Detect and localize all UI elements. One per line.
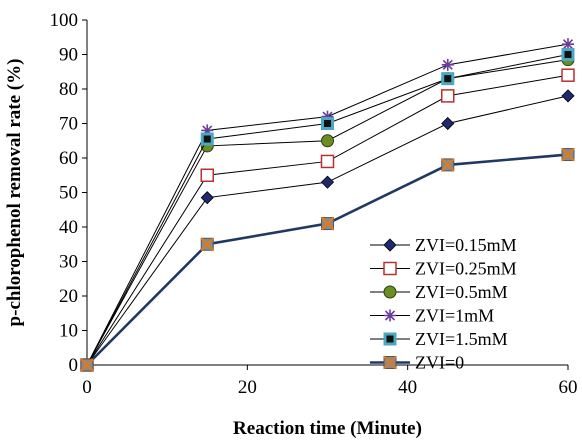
x-tick-label: 60 (559, 377, 578, 398)
series-layer (80, 38, 575, 372)
data-point (561, 68, 575, 82)
data-point (200, 191, 214, 205)
series-line (86, 59, 569, 366)
data-point (561, 89, 575, 103)
legend-label: ZVI=0.25mM (415, 259, 517, 279)
y-tick-label: 20 (59, 286, 78, 307)
y-tick-label: 70 (59, 114, 78, 135)
y-tick-label: 30 (59, 252, 78, 273)
series-line (86, 43, 569, 366)
marker-inner (203, 135, 211, 143)
legend: ZVI=0.15mM ZVI=0.25mM ZVI=0.5mM ZVI=1mM ZVI=… (370, 235, 517, 373)
data-point (200, 237, 215, 252)
marker-cross (440, 158, 455, 172)
data-point (441, 89, 455, 103)
x-tick-label: 0 (82, 377, 92, 398)
legend-item: ZVI=0 (370, 353, 464, 373)
y-tick-label: 40 (59, 217, 78, 238)
data-point (200, 132, 214, 146)
data-point (440, 158, 455, 172)
y-tick-label: 100 (50, 10, 79, 31)
legend-label: ZVI=0.15mM (415, 235, 517, 255)
x-tick-label: 20 (238, 377, 257, 398)
series-5 (80, 48, 575, 372)
marker-inner (324, 120, 331, 127)
marker-cross (200, 237, 215, 252)
legend-label: ZVI=0.5mM (415, 282, 508, 302)
legend-label: ZVI=1mM (415, 306, 494, 326)
data-point (320, 175, 335, 189)
legend-item: ZVI=0.5mM (370, 282, 508, 302)
y-tick-label: 0 (69, 355, 79, 376)
marker-cross (383, 355, 397, 370)
data-point (441, 72, 455, 86)
x-axis-title: Reaction time (Minute) (233, 418, 422, 439)
series-3 (80, 53, 575, 372)
data-point (321, 117, 334, 130)
marker-inner (444, 75, 452, 83)
marker-inner (386, 335, 394, 343)
series-line (86, 54, 569, 366)
y-tick-label: 10 (59, 321, 78, 342)
data-point (441, 116, 455, 131)
y-tick-label: 90 (59, 45, 78, 66)
legend-marker (383, 261, 397, 276)
x-tick-label: 40 (398, 377, 417, 398)
series-4 (81, 38, 574, 371)
marker-cross (561, 147, 575, 162)
data-point (320, 154, 335, 169)
axes (86, 20, 568, 366)
y-tick-label: 50 (59, 183, 78, 204)
y-tick-label: 60 (59, 148, 78, 169)
legend-marker (383, 355, 397, 370)
data-point (561, 147, 575, 162)
legend-label: ZVI=1.5mM (415, 329, 508, 349)
legend-item: ZVI=0.25mM (370, 259, 517, 279)
legend-item: ZVI=0.15mM (370, 235, 517, 255)
series-6 (80, 147, 575, 372)
marker-inner (564, 51, 572, 58)
y-tick-label: 80 (59, 79, 78, 100)
data-point (562, 38, 574, 51)
data-point (441, 58, 454, 71)
legend-marker (384, 309, 396, 322)
legend-item: ZVI=1mM (370, 306, 494, 326)
y-axis-ticks: 0 10 20 30 40 50 60 70 80 90 100 (50, 10, 87, 376)
data-point (80, 358, 94, 372)
x-axis-ticks: 0 20 40 60 (82, 365, 578, 398)
data-point (561, 48, 575, 61)
legend-item: ZVI=1.5mM (370, 329, 508, 349)
data-point (320, 216, 335, 231)
legend-marker (383, 285, 397, 299)
legend-marker (383, 238, 397, 252)
marker-cross (80, 358, 94, 372)
data-point (200, 168, 214, 182)
legend-label: ZVI=0 (415, 353, 464, 373)
data-point (201, 124, 214, 137)
data-point (321, 134, 334, 148)
legend-marker (383, 332, 397, 346)
y-axis-title: p-chlorophenol removal rate (%) (4, 59, 25, 327)
marker-cross (320, 216, 335, 231)
data-point (321, 110, 334, 123)
